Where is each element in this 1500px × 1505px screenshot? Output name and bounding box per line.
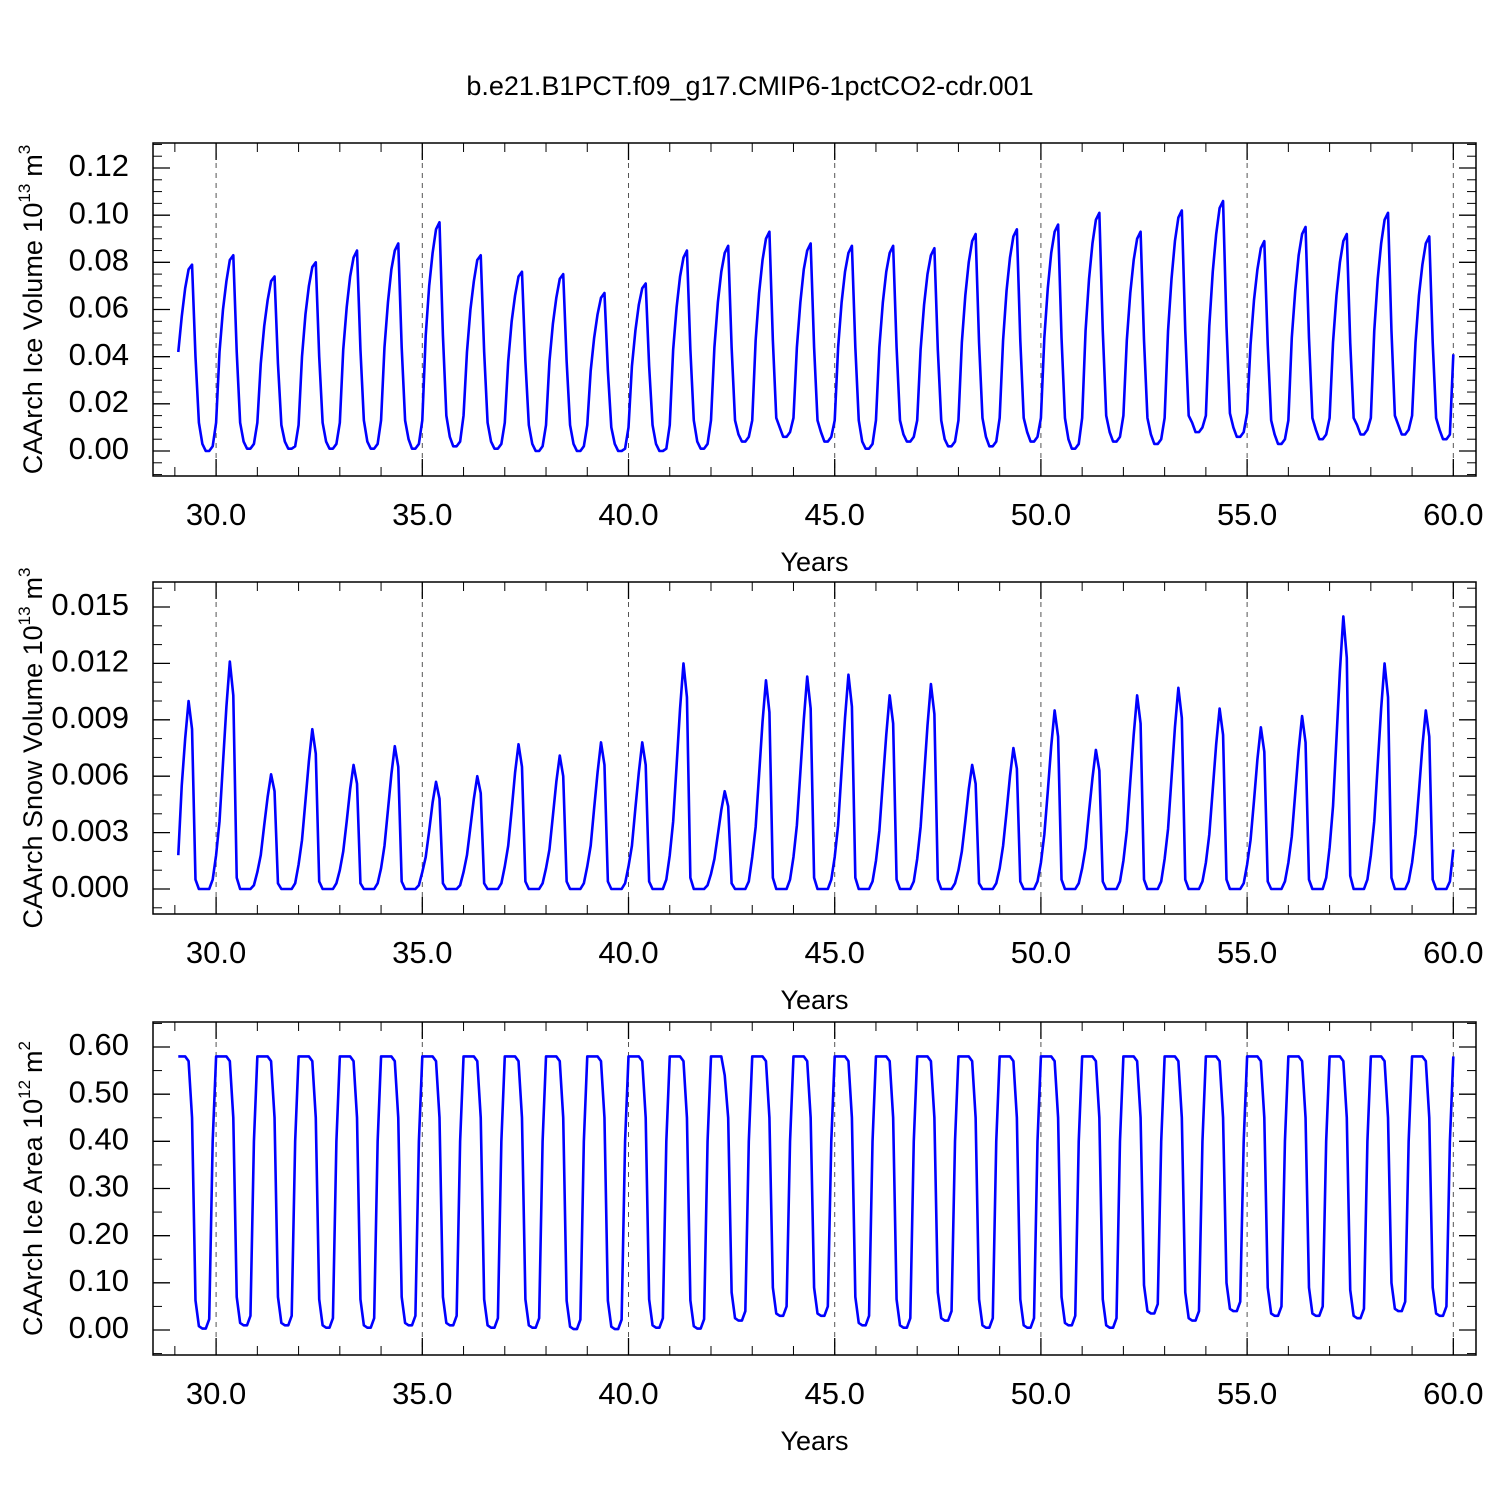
y-axis-title-unit-exponent: 3 [15,567,34,576]
x-axis-title: Years [780,985,848,1015]
y-axis-title-text: CAArch Ice Volume 10 [18,203,48,475]
y-axis-title-unit: m [18,154,48,177]
y-tick-label: 0.10 [69,195,129,230]
y-axis-title-unit-exponent: 3 [15,145,34,154]
y-tick-label: 0.012 [51,644,129,679]
y-tick-label: 0.12 [69,148,129,183]
y-axis-title: CAArch Ice Volume 1013 m3 [15,145,48,475]
x-axis-title: Years [780,547,848,577]
data-line [178,1055,1455,1331]
x-tick-label: 35.0 [392,1376,452,1411]
x-tick-label: 35.0 [392,497,452,532]
plot-frame [152,142,1477,477]
y-axis-title: CAArch Snow Volume 1013 m3 [15,567,48,928]
x-tick-label: 50.0 [1011,935,1071,970]
x-tick-label: 45.0 [805,935,865,970]
y-axis-title-exponent: 13 [15,606,34,625]
y-tick-label: 0.00 [69,431,129,466]
x-tick-label: 55.0 [1217,497,1277,532]
y-tick-label: 0.40 [69,1122,129,1157]
y-axis-title-unit: m [18,577,48,600]
y-tick-label: 0.04 [69,337,129,372]
x-tick-label: 50.0 [1011,1376,1071,1411]
y-axis-title-unit: m [18,1050,48,1073]
x-tick-label: 55.0 [1217,1376,1277,1411]
y-tick-label: 0.60 [69,1027,129,1062]
x-tick-label: 60.0 [1423,1376,1483,1411]
plot-frame [152,1021,1477,1356]
data-line [176,615,1455,891]
y-tick-label: 0.003 [51,813,129,848]
y-tick-label: 0.015 [51,587,129,622]
x-tick-label: 45.0 [805,1376,865,1411]
y-tick-label: 0.02 [69,384,129,419]
x-tick-label: 40.0 [598,1376,658,1411]
data-line [176,199,1455,453]
y-axis-title: CAArch Ice Area 1012 m2 [15,1041,48,1336]
y-tick-label: 0.50 [69,1074,129,1109]
y-axis-title-exponent: 13 [15,184,34,203]
x-tick-label: 30.0 [186,1376,246,1411]
y-axis-title-exponent: 12 [15,1080,34,1099]
y-axis-title-unit-exponent: 2 [15,1041,34,1050]
y-tick-label: 0.10 [69,1263,129,1298]
y-tick-label: 0.009 [51,700,129,735]
x-tick-label: 30.0 [186,497,246,532]
plot-frame [152,581,1477,915]
x-tick-label: 40.0 [598,935,658,970]
x-tick-label: 50.0 [1011,497,1071,532]
x-tick-label: 40.0 [598,497,658,532]
y-tick-label: 0.000 [51,869,129,904]
x-tick-label: 60.0 [1423,935,1483,970]
x-tick-label: 60.0 [1423,497,1483,532]
figure-title: b.e21.B1PCT.f09_g17.CMIP6-1pctCO2-cdr.00… [466,71,1033,101]
y-tick-label: 0.30 [69,1169,129,1204]
x-tick-label: 55.0 [1217,935,1277,970]
y-tick-label: 0.08 [69,243,129,278]
y-tick-label: 0.00 [69,1310,129,1345]
x-tick-label: 45.0 [805,497,865,532]
y-axis-title-text: CAArch Snow Volume 10 [18,625,48,928]
y-tick-label: 0.20 [69,1216,129,1251]
y-tick-label: 0.06 [69,290,129,325]
x-tick-label: 30.0 [186,935,246,970]
y-axis-title-text: CAArch Ice Area 10 [18,1099,48,1336]
x-axis-title: Years [780,1426,848,1456]
x-tick-label: 35.0 [392,935,452,970]
y-tick-label: 0.006 [51,756,129,791]
